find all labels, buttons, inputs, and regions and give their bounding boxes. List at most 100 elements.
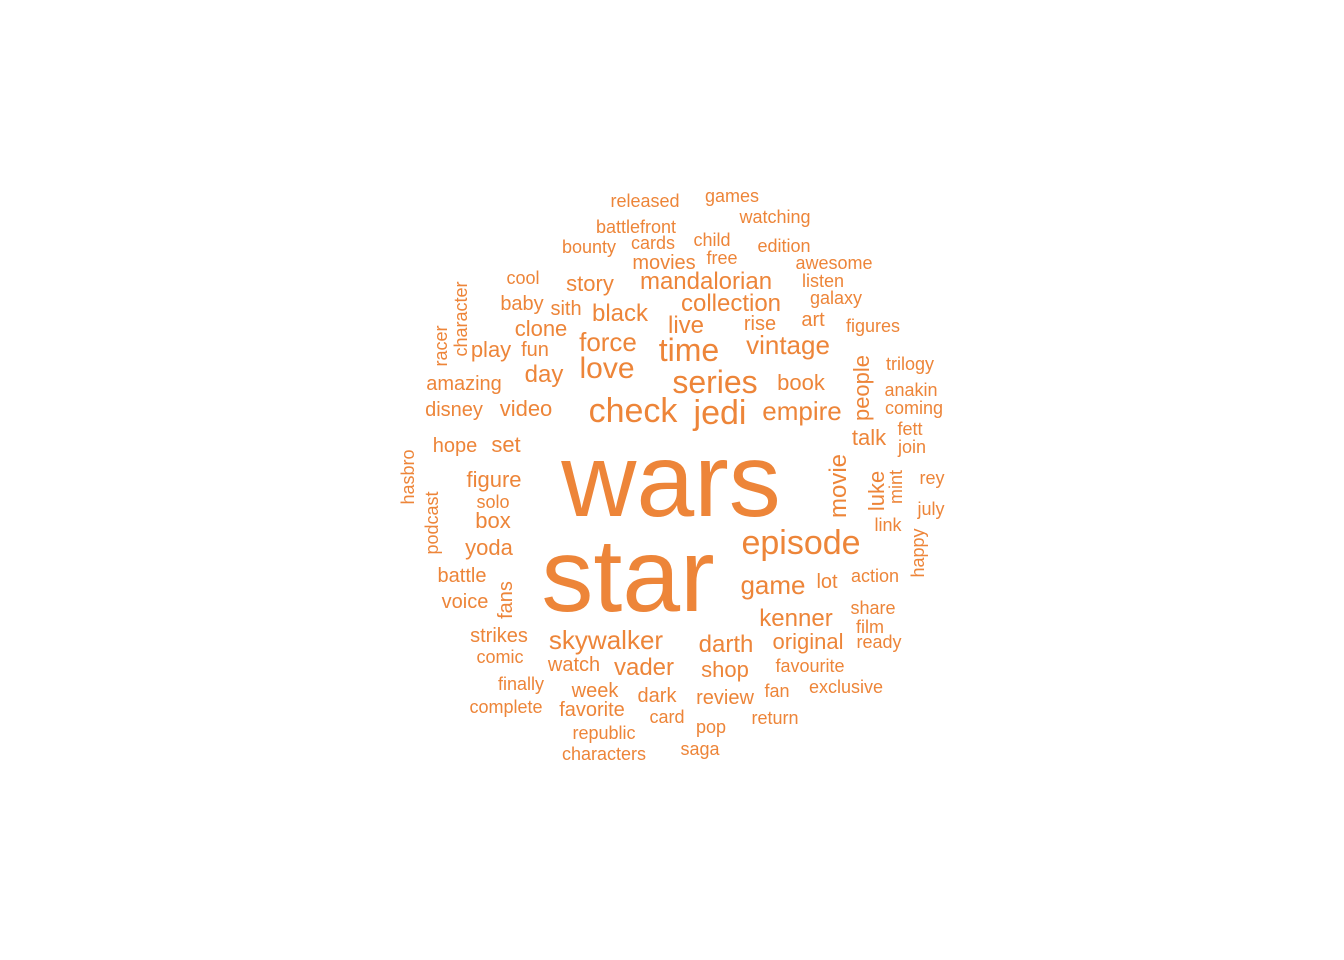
word: child [693,230,731,250]
word: book [777,370,825,395]
word: exclusive [808,677,884,697]
word: watching [739,207,811,227]
word: listen [801,271,845,291]
word: luke [864,470,889,512]
word: people [849,354,874,422]
word: complete [469,697,543,717]
word: fan [764,681,790,701]
word: kenner [759,605,833,632]
word: collection [680,290,782,317]
word: trilogy [885,354,935,374]
word: series [672,364,758,400]
word: vintage [746,330,830,360]
word: link [874,515,902,535]
word: box [475,508,511,533]
word: set [491,432,521,457]
word: ready [856,632,902,652]
word: empire [762,396,842,426]
word: clone [514,316,568,341]
word: mint [886,469,906,505]
word: vader [613,654,675,681]
word: share [850,598,896,618]
word: cards [630,233,676,253]
word: bounty [561,237,617,257]
word: characters [561,744,647,764]
word: coming [884,398,944,418]
word: happy [908,528,928,578]
word: july [917,499,945,519]
word: lot [816,571,838,593]
word: solo [476,492,510,512]
word: live [667,312,705,339]
word: yoda [465,535,513,560]
word: fans [495,581,517,619]
word: time [658,332,720,368]
word: join [897,437,927,457]
word: favorite [559,699,625,721]
word: cool [506,268,540,288]
word: play [470,337,512,362]
word: shop [701,657,749,682]
word: game [740,570,806,600]
word: awesome [795,253,873,273]
word: fun [521,339,549,361]
word: free [706,248,738,268]
word: racer [431,325,451,367]
word: figure [466,467,522,492]
word: movies [632,252,696,274]
word: baby [500,293,544,315]
word: card [649,707,685,727]
word: character [451,281,471,357]
word: saga [680,739,720,759]
word: darth [698,631,754,658]
word: edition [757,236,811,256]
word: video [499,396,553,421]
word: film [856,617,884,637]
word: republic [572,723,636,743]
word: movie [825,453,852,519]
word: review [696,687,754,709]
word: check [588,392,678,430]
word: fett [897,419,923,439]
word: watch [547,654,601,676]
word: finally [497,674,545,694]
word: rey [919,468,945,488]
word: hope [432,435,478,457]
word: anakin [884,380,938,400]
word: voice [441,591,489,613]
word: talk [851,425,887,450]
word: disney [425,399,483,421]
word: star [541,518,715,634]
word: amazing [426,373,502,395]
word: sith [550,298,582,320]
word: skywalker [548,625,664,655]
word: episode [741,524,861,562]
word: day [524,361,564,388]
word: battle [437,565,487,587]
word: action [850,566,900,586]
word: figures [845,316,901,336]
word: story [566,271,614,296]
word: return [751,708,799,728]
word: force [579,327,637,357]
word: rise [743,313,777,335]
word: favourite [775,656,845,676]
word: week [571,680,619,702]
word: battlefront [595,217,677,237]
word: strikes [470,625,528,647]
word: released [610,191,680,211]
word: comic [476,647,524,667]
word: hasbro [398,449,418,505]
word: black [591,300,649,327]
word: dark [637,685,677,707]
word: galaxy [809,288,863,308]
word: pop [695,717,727,737]
word: podcast [422,491,442,555]
word: jedi [693,394,747,432]
word: wars [561,423,781,539]
word: love [579,352,635,385]
word: mandalorian [639,268,773,295]
word: art [801,309,825,331]
word: original [772,629,844,654]
